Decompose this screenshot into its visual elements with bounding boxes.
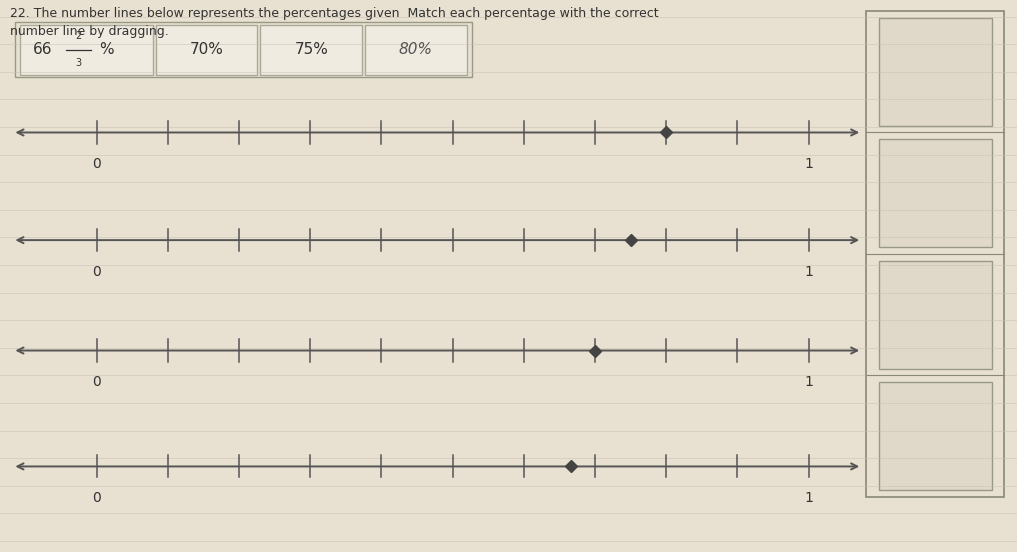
Bar bbox=[365, 25, 467, 75]
Bar bbox=[156, 25, 257, 75]
Text: 1: 1 bbox=[804, 491, 813, 505]
Text: 0: 0 bbox=[93, 491, 101, 505]
Text: 3: 3 bbox=[75, 59, 81, 68]
Bar bbox=[879, 139, 992, 247]
Bar bbox=[866, 11, 1004, 497]
Text: 22. The number lines below represents the percentages given  Match each percenta: 22. The number lines below represents th… bbox=[10, 7, 659, 20]
Text: %: % bbox=[99, 42, 113, 57]
Text: 70%: 70% bbox=[189, 42, 224, 57]
Bar bbox=[260, 25, 362, 75]
Text: 0: 0 bbox=[93, 375, 101, 389]
Bar bbox=[879, 261, 992, 369]
Text: 1: 1 bbox=[804, 265, 813, 279]
Text: 80%: 80% bbox=[399, 42, 433, 57]
Bar bbox=[20, 25, 153, 75]
Text: 2: 2 bbox=[75, 31, 81, 41]
Text: 1: 1 bbox=[804, 375, 813, 389]
Text: 0: 0 bbox=[93, 157, 101, 171]
Bar bbox=[15, 22, 472, 77]
Text: 75%: 75% bbox=[294, 42, 328, 57]
Text: 66: 66 bbox=[33, 42, 52, 57]
Bar bbox=[879, 18, 992, 126]
Text: 1: 1 bbox=[804, 157, 813, 171]
Text: number line by dragging.: number line by dragging. bbox=[10, 25, 169, 38]
Bar bbox=[879, 382, 992, 490]
Text: 0: 0 bbox=[93, 265, 101, 279]
